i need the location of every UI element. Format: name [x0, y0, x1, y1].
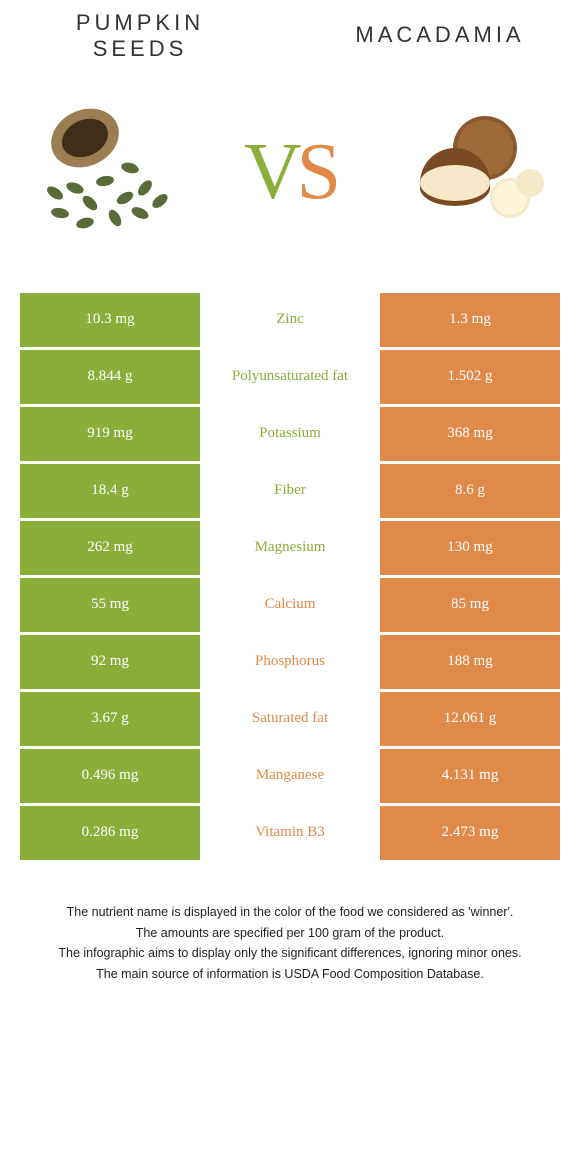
cell-nutrient-name: Fiber [200, 464, 380, 518]
footer-line-2: The amounts are specified per 100 gram o… [30, 924, 550, 943]
cell-left-value: 18.4 g [20, 464, 200, 518]
cell-right-value: 368 mg [380, 407, 560, 461]
cell-left-value: 92 mg [20, 635, 200, 689]
title-left: PUMPKIN SEEDS [40, 10, 240, 63]
cell-nutrient-name: Saturated fat [200, 692, 380, 746]
footer-line-3: The infographic aims to display only the… [30, 944, 550, 963]
cell-left-value: 0.286 mg [20, 806, 200, 860]
cell-nutrient-name: Manganese [200, 749, 380, 803]
cell-right-value: 2.473 mg [380, 806, 560, 860]
title-right: MACADAMIA [340, 10, 540, 63]
cell-nutrient-name: Potassium [200, 407, 380, 461]
cell-left-value: 55 mg [20, 578, 200, 632]
footer-line-4: The main source of information is USDA F… [30, 965, 550, 984]
cell-right-value: 1.502 g [380, 350, 560, 404]
cell-right-value: 12.061 g [380, 692, 560, 746]
cell-left-value: 3.67 g [20, 692, 200, 746]
cell-nutrient-name: Polyunsaturated fat [200, 350, 380, 404]
table-row: 55 mgCalcium85 mg [20, 578, 560, 632]
vs-text: VS [244, 127, 336, 218]
table-row: 92 mgPhosphorus188 mg [20, 635, 560, 689]
cell-left-value: 919 mg [20, 407, 200, 461]
table-row: 18.4 gFiber8.6 g [20, 464, 560, 518]
cell-right-value: 8.6 g [380, 464, 560, 518]
cell-right-value: 85 mg [380, 578, 560, 632]
table-row: 10.3 mgZinc1.3 mg [20, 293, 560, 347]
footer-line-1: The nutrient name is displayed in the co… [30, 903, 550, 922]
macadamia-image [390, 93, 550, 253]
cell-right-value: 130 mg [380, 521, 560, 575]
cell-right-value: 4.131 mg [380, 749, 560, 803]
cell-left-value: 8.844 g [20, 350, 200, 404]
table-row: 262 mgMagnesium130 mg [20, 521, 560, 575]
table-row: 8.844 gPolyunsaturated fat1.502 g [20, 350, 560, 404]
hero-section: VS [0, 63, 580, 293]
cell-nutrient-name: Phosphorus [200, 635, 380, 689]
cell-left-value: 10.3 mg [20, 293, 200, 347]
cell-nutrient-name: Zinc [200, 293, 380, 347]
cell-left-value: 262 mg [20, 521, 200, 575]
table-row: 919 mgPotassium368 mg [20, 407, 560, 461]
vs-s: S [297, 128, 337, 216]
footer-notes: The nutrient name is displayed in the co… [0, 863, 580, 986]
table-row: 0.286 mgVitamin B32.473 mg [20, 806, 560, 860]
cell-right-value: 188 mg [380, 635, 560, 689]
cell-nutrient-name: Calcium [200, 578, 380, 632]
comparison-table: 10.3 mgZinc1.3 mg8.844 gPolyunsaturated … [0, 293, 580, 863]
table-row: 3.67 gSaturated fat12.061 g [20, 692, 560, 746]
cell-right-value: 1.3 mg [380, 293, 560, 347]
cell-nutrient-name: Vitamin B3 [200, 806, 380, 860]
cell-nutrient-name: Magnesium [200, 521, 380, 575]
vs-v: V [244, 128, 297, 216]
table-row: 0.496 mgManganese4.131 mg [20, 749, 560, 803]
pumpkin-seeds-image [30, 93, 190, 253]
header: PUMPKIN SEEDS MACADAMIA [0, 0, 580, 63]
cell-left-value: 0.496 mg [20, 749, 200, 803]
